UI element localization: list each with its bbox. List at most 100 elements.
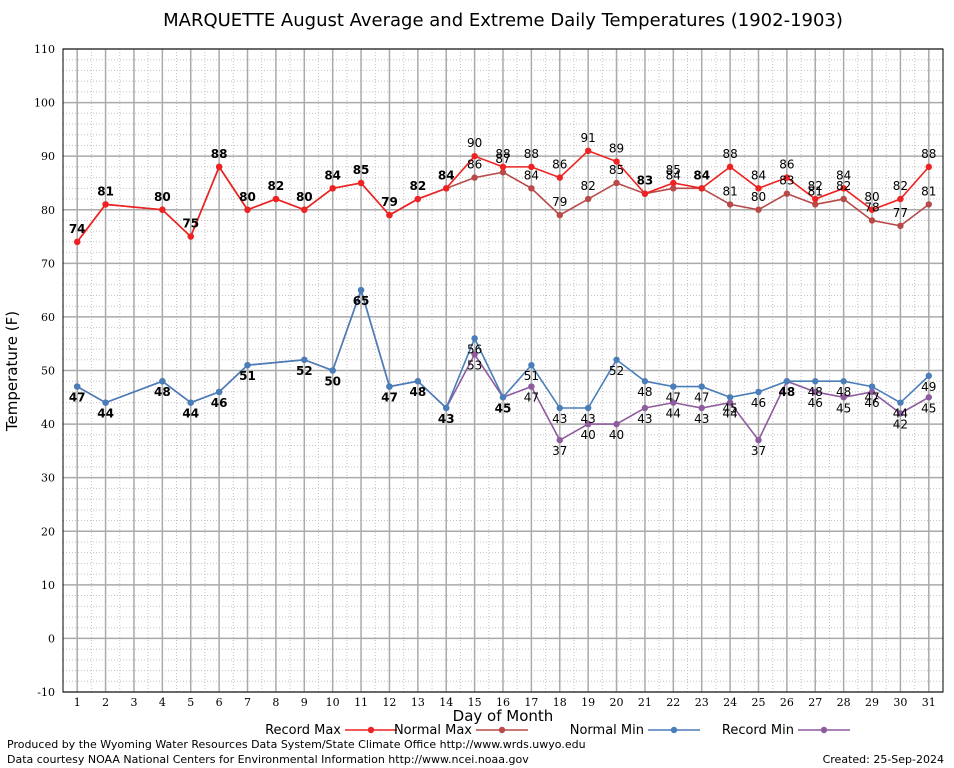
- x-tick-label: 5: [187, 696, 194, 709]
- x-tick-label: 16: [496, 696, 510, 709]
- data-point: [187, 233, 194, 240]
- data-point: [329, 185, 336, 192]
- y-tick-label: 0: [48, 632, 55, 645]
- data-label: 85: [666, 163, 681, 177]
- data-point: [357, 286, 365, 294]
- x-tick-label: 11: [354, 696, 368, 709]
- data-point: [783, 190, 791, 197]
- data-point: [301, 206, 308, 213]
- x-tick-label: 31: [922, 696, 936, 709]
- data-label: 43: [552, 412, 567, 426]
- x-tick-label: 4: [159, 696, 166, 709]
- data-point: [726, 394, 734, 401]
- data-point: [556, 404, 563, 412]
- data-label: 47: [381, 391, 398, 405]
- y-tick-label: 100: [34, 97, 55, 110]
- x-tick-label: 8: [272, 696, 279, 709]
- data-point: [613, 158, 620, 165]
- data-label: 43: [637, 412, 652, 426]
- data-point: [102, 201, 109, 208]
- data-label: 82: [409, 179, 426, 193]
- data-point: [670, 383, 677, 390]
- data-label: 37: [751, 444, 766, 458]
- data-point: [499, 394, 507, 401]
- data-point: [755, 436, 762, 444]
- data-label: 78: [864, 200, 879, 214]
- x-tick-label: 25: [751, 696, 765, 709]
- data-point: [897, 410, 904, 417]
- data-label: 85: [353, 163, 370, 177]
- data-label: 86: [779, 158, 794, 172]
- x-tick-label: 21: [638, 696, 652, 709]
- data-point: [414, 195, 422, 203]
- data-point: [641, 404, 649, 412]
- data-label: 40: [609, 428, 624, 442]
- y-tick-label: 50: [41, 365, 55, 378]
- data-label: 79: [381, 195, 398, 209]
- data-label: 50: [324, 375, 341, 389]
- data-point: [868, 217, 876, 224]
- x-axis-label: Day of Month: [453, 707, 554, 725]
- data-label: 48: [836, 385, 851, 399]
- data-point: [73, 238, 81, 246]
- data-point: [386, 211, 393, 219]
- data-label: 45: [921, 401, 936, 415]
- data-label: 84: [836, 168, 851, 182]
- data-label: 80: [154, 190, 171, 204]
- data-label: 52: [609, 364, 624, 378]
- data-label: 45: [836, 401, 851, 415]
- data-point: [73, 383, 81, 390]
- data-point: [471, 152, 478, 160]
- data-label: 81: [97, 184, 114, 198]
- data-point: [783, 174, 791, 181]
- legend-marker: [367, 726, 375, 734]
- legend-marker: [820, 726, 828, 734]
- x-tick-label: 1: [74, 696, 81, 709]
- data-point: [329, 367, 336, 374]
- data-point: [613, 420, 620, 428]
- y-axis-label: Temperature (F): [3, 311, 21, 432]
- data-point: [670, 179, 677, 187]
- data-label: 53: [467, 358, 482, 372]
- data-label: 83: [779, 174, 794, 188]
- created-date: Created: 25-Sep-2024: [823, 753, 944, 766]
- data-label: 80: [296, 190, 313, 204]
- data-label: 82: [268, 179, 285, 193]
- data-label: 45: [722, 401, 737, 415]
- data-point: [698, 185, 705, 192]
- data-point: [726, 399, 734, 406]
- data-label: 48: [779, 385, 796, 399]
- data-label: 75: [182, 217, 199, 231]
- data-series: [73, 147, 933, 444]
- data-label: 49: [921, 380, 936, 394]
- y-tick-label: 60: [41, 311, 55, 324]
- data-label: 86: [552, 158, 567, 172]
- data-label: 47: [666, 391, 681, 405]
- data-point: [840, 378, 847, 385]
- data-point: [840, 195, 847, 203]
- y-tick-label: 80: [41, 204, 55, 217]
- x-tick-label: 26: [780, 696, 794, 709]
- data-point: [244, 206, 251, 213]
- data-point: [613, 179, 620, 187]
- data-point: [812, 195, 819, 203]
- data-label: 48: [409, 385, 426, 399]
- x-tick-label: 23: [695, 696, 709, 709]
- x-tick-label: 14: [439, 696, 453, 709]
- data-point: [102, 399, 109, 406]
- data-label: 82: [836, 179, 851, 193]
- data-point: [726, 201, 734, 208]
- x-tick-label: 10: [326, 696, 340, 709]
- data-label: 46: [864, 396, 879, 410]
- data-point: [812, 388, 819, 396]
- data-label: 48: [637, 385, 652, 399]
- data-point: [528, 185, 535, 192]
- data-point: [755, 206, 762, 213]
- data-label: 81: [722, 184, 737, 198]
- data-label: 52: [296, 364, 313, 378]
- data-label: 74: [69, 222, 86, 236]
- data-label: 44: [666, 407, 681, 421]
- legend-label: Normal Min: [570, 723, 644, 738]
- y-tick-label: -10: [37, 686, 55, 699]
